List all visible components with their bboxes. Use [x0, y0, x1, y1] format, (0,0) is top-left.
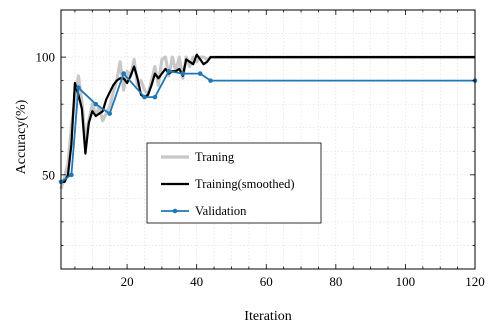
legend-label-2: Validation [195, 204, 247, 218]
legend-marker [173, 209, 178, 214]
validation-point [93, 102, 98, 107]
validation-point [107, 111, 112, 116]
x-tick-label: 40 [190, 274, 203, 289]
y-tick-label: 50 [42, 167, 55, 182]
x-tick-label: 120 [465, 274, 485, 289]
validation-point [180, 71, 185, 76]
validation-point [121, 71, 126, 76]
x-tick-label: 60 [260, 274, 273, 289]
validation-point [208, 78, 213, 83]
grid [61, 10, 475, 269]
y-axis-label: Accuracy(%) [14, 99, 29, 174]
validation-point [153, 95, 158, 100]
x-tick-label: 100 [396, 274, 416, 289]
validation-point [76, 85, 81, 90]
axes-frame [61, 10, 475, 269]
x-tick-label: 80 [329, 274, 342, 289]
legend-label-0: Traning [195, 150, 235, 164]
validation-point [167, 69, 172, 74]
x-axis-label: Iteration [244, 309, 291, 324]
validation-point [69, 173, 74, 178]
validation-point [198, 71, 203, 76]
plot-frame [61, 10, 475, 269]
legend: Traning Training(smoothed) Validation [147, 143, 321, 223]
x-tick-label: 20 [121, 274, 134, 289]
y-tick-label: 100 [36, 50, 56, 65]
legend-label-1: Training(smoothed) [195, 177, 295, 191]
validation-point [142, 95, 147, 100]
